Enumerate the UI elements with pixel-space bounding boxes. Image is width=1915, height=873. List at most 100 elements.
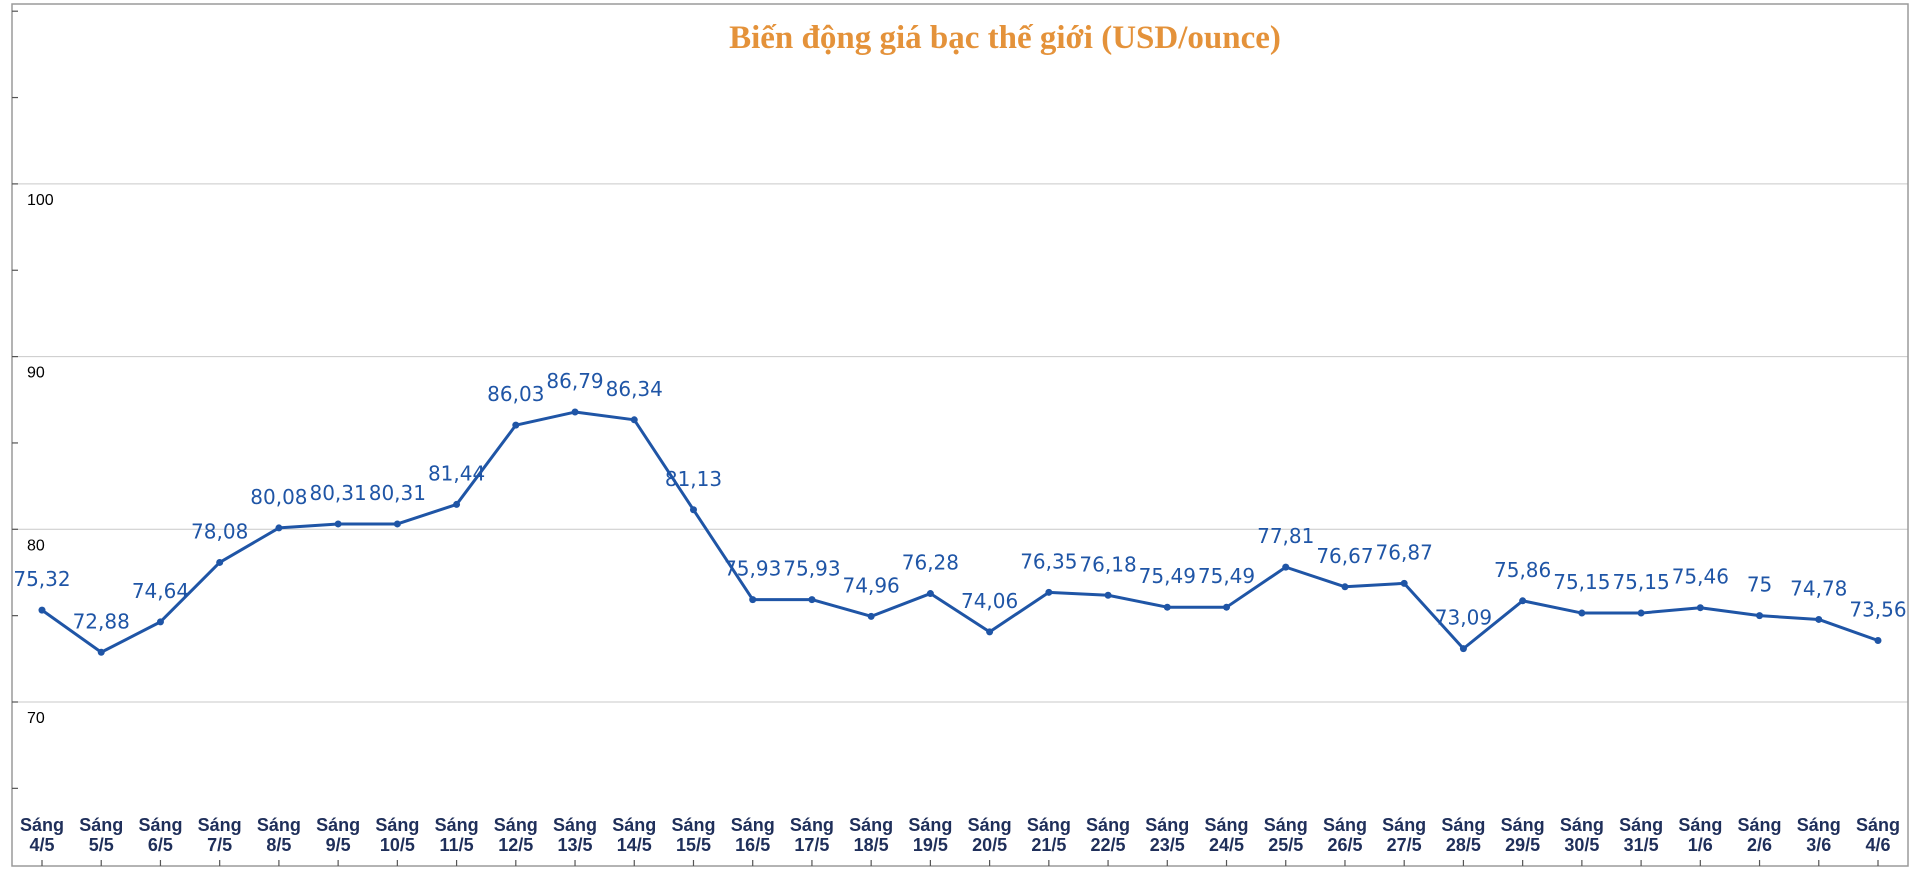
data-label: 80,08 bbox=[250, 485, 307, 509]
data-label: 75,32 bbox=[13, 567, 70, 591]
data-label: 75,15 bbox=[1553, 570, 1610, 594]
x-tick-label-line2: 10/5 bbox=[380, 835, 415, 855]
data-label: 78,08 bbox=[191, 519, 248, 543]
data-label: 74,06 bbox=[961, 589, 1018, 613]
x-tick-label-line1: Sáng bbox=[908, 815, 952, 835]
data-point bbox=[1282, 563, 1290, 571]
data-point bbox=[986, 628, 994, 636]
x-tick-label-line1: Sáng bbox=[1738, 815, 1782, 835]
x-tick-label: Sáng 9/5 bbox=[316, 815, 360, 855]
x-tick-label-line1: Sáng bbox=[1856, 815, 1900, 835]
x-tick-label-line1: Sáng bbox=[671, 815, 715, 835]
data-label: 72,88 bbox=[73, 609, 130, 633]
series-layer bbox=[38, 408, 1882, 656]
data-label: 76,87 bbox=[1376, 540, 1433, 564]
x-tick-label-line2: 25/5 bbox=[1268, 835, 1303, 855]
data-point bbox=[1223, 603, 1231, 611]
x-tick-label-line1: Sáng bbox=[375, 815, 419, 835]
data-label: 76,18 bbox=[1079, 552, 1136, 576]
data-label: 75 bbox=[1747, 573, 1772, 597]
axis-layer: 70 80 90 100 bbox=[11, 3, 1909, 867]
y-tick-label: 90 bbox=[27, 365, 45, 382]
x-tick-label-line1: Sáng bbox=[435, 815, 479, 835]
data-point bbox=[1104, 591, 1112, 599]
x-tick-label-line2: 30/5 bbox=[1564, 835, 1599, 855]
x-tick-label: Sáng 24/5 bbox=[1205, 815, 1249, 855]
x-tick-label-line1: Sáng bbox=[198, 815, 242, 835]
data-point bbox=[1400, 579, 1408, 587]
data-point bbox=[1815, 615, 1823, 623]
grid-layer bbox=[12, 183, 1908, 703]
x-tick-label-line2: 11/5 bbox=[440, 835, 474, 855]
x-tick-label-line2: 1/6 bbox=[1688, 835, 1713, 855]
data-label: 77,81 bbox=[1257, 524, 1314, 548]
data-point bbox=[334, 520, 342, 528]
data-label: 74,78 bbox=[1790, 576, 1847, 600]
x-tick-label: Sáng 6/5 bbox=[138, 815, 182, 855]
x-tick-label-line2: 26/5 bbox=[1327, 835, 1362, 855]
x-tick-label-line1: Sáng bbox=[1205, 815, 1249, 835]
data-point bbox=[216, 558, 224, 566]
data-point bbox=[1696, 604, 1704, 612]
data-point bbox=[749, 596, 757, 604]
x-tick-label-line1: Sáng bbox=[79, 815, 123, 835]
chart-title: Biến động giá bạc thế giới (USD/ounce) bbox=[729, 20, 1281, 56]
data-point bbox=[867, 612, 875, 620]
data-label: 81,13 bbox=[665, 467, 722, 491]
data-label: 86,79 bbox=[546, 369, 603, 393]
x-tick-label: Sáng 14/5 bbox=[612, 815, 656, 855]
x-tick-label-line1: Sáng bbox=[968, 815, 1012, 835]
x-tick-label-line1: Sáng bbox=[1678, 815, 1722, 835]
x-tick-label-line2: 5/5 bbox=[89, 835, 114, 855]
x-tick-label-line1: Sáng bbox=[1501, 815, 1545, 835]
series-line bbox=[41, 410, 1879, 654]
x-tick-label-line2: 14/5 bbox=[617, 835, 652, 855]
data-label: 75,46 bbox=[1672, 565, 1729, 589]
x-tick-label: Sáng 17/5 bbox=[790, 815, 834, 855]
x-tick-label-line2: 24/5 bbox=[1209, 835, 1244, 855]
data-label: 75,86 bbox=[1494, 558, 1551, 582]
x-tick-label: Sáng 26/5 bbox=[1323, 815, 1367, 855]
x-tick-label-line2: 17/5 bbox=[794, 835, 829, 855]
data-point bbox=[1637, 609, 1645, 617]
x-tick-label-line2: 28/5 bbox=[1446, 835, 1481, 855]
x-tick-label-line1: Sáng bbox=[316, 815, 360, 835]
data-label: 73,56 bbox=[1849, 598, 1906, 622]
data-label: 75,49 bbox=[1198, 564, 1255, 588]
data-point bbox=[689, 506, 697, 514]
data-point bbox=[512, 421, 520, 429]
data-label: 75,49 bbox=[1139, 564, 1196, 588]
data-point bbox=[97, 648, 105, 656]
x-tick-label: Sáng 20/5 bbox=[968, 815, 1012, 855]
x-tick-label: Sáng 27/5 bbox=[1382, 815, 1426, 855]
data-label: 76,35 bbox=[1020, 549, 1077, 573]
x-tick-label-line1: Sáng bbox=[1323, 815, 1367, 835]
x-tick-label: Sáng 29/5 bbox=[1501, 815, 1545, 855]
x-tick-label-line1: Sáng bbox=[1619, 815, 1663, 835]
x-tick-label: Sáng 18/5 bbox=[849, 815, 893, 855]
y-tick-label: 70 bbox=[27, 710, 45, 727]
x-tick-label-line2: 21/5 bbox=[1031, 835, 1066, 855]
x-tick-label: Sáng 8/5 bbox=[257, 815, 301, 855]
data-point bbox=[1578, 609, 1586, 617]
data-label: 81,44 bbox=[428, 461, 485, 485]
x-tick-label-line1: Sáng bbox=[1264, 815, 1308, 835]
data-point bbox=[1045, 588, 1053, 596]
data-point bbox=[1341, 583, 1349, 591]
x-tick-label-line2: 9/5 bbox=[326, 835, 351, 855]
x-tick-label-line1: Sáng bbox=[553, 815, 597, 835]
x-tick-label-line2: 16/5 bbox=[735, 835, 770, 855]
data-label: 75,93 bbox=[783, 557, 840, 581]
plot-frame bbox=[11, 3, 1909, 867]
x-tick-label-line2: 27/5 bbox=[1387, 835, 1422, 855]
data-point bbox=[926, 590, 934, 598]
data-label: 86,03 bbox=[487, 382, 544, 406]
x-tick-label: Sáng 2/6 bbox=[1738, 815, 1782, 855]
x-tick-label: Sáng 3/6 bbox=[1797, 815, 1841, 855]
x-tick-label-line1: Sáng bbox=[1797, 815, 1841, 835]
data-label: 76,67 bbox=[1316, 544, 1373, 568]
x-tick-label: Sáng 16/5 bbox=[731, 815, 775, 855]
x-tick-label: Sáng 22/5 bbox=[1086, 815, 1130, 855]
data-point bbox=[156, 618, 164, 626]
